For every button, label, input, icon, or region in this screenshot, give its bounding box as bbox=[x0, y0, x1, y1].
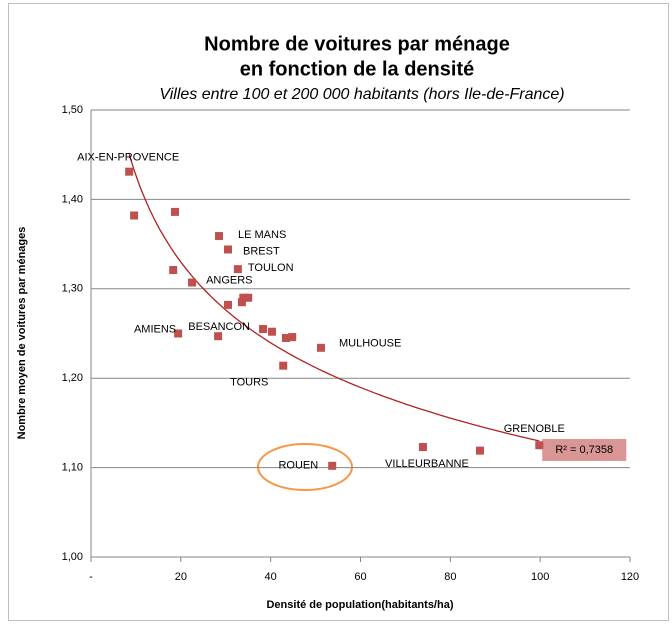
point bbox=[233, 265, 242, 274]
point bbox=[239, 293, 248, 302]
point-label: AIX-EN-PROVENCE bbox=[77, 152, 179, 164]
point bbox=[174, 329, 183, 338]
chart-border bbox=[8, 3, 669, 621]
point-label: MULHOUSE bbox=[339, 338, 401, 350]
point bbox=[535, 441, 544, 450]
point-label: AMIENS bbox=[134, 323, 176, 335]
point-label: TOURS bbox=[230, 377, 268, 389]
point bbox=[237, 298, 246, 307]
y-tick-label: 1,10 bbox=[62, 462, 83, 474]
point-label: ROUEN bbox=[278, 460, 318, 472]
point bbox=[223, 245, 232, 254]
x-tick-label: 80 bbox=[444, 571, 456, 583]
x-tick-label: 40 bbox=[265, 571, 277, 583]
highlight-ellipse bbox=[257, 443, 353, 491]
x-axis-title: Densité de population(habitants/ha) bbox=[266, 599, 453, 611]
y-tick-label: 1,30 bbox=[62, 283, 83, 295]
point-label: BREST bbox=[243, 245, 280, 257]
point bbox=[268, 327, 277, 336]
point bbox=[475, 446, 484, 455]
point bbox=[418, 443, 427, 452]
y-tick-label: 1,20 bbox=[62, 372, 83, 384]
point bbox=[223, 300, 232, 309]
x-tick-label: 20 bbox=[175, 571, 187, 583]
point-label: BESANCON bbox=[188, 321, 250, 333]
point bbox=[188, 278, 197, 287]
point bbox=[279, 361, 288, 370]
point bbox=[244, 293, 253, 302]
point bbox=[214, 332, 223, 341]
r-squared-label: R² = 0,7358 bbox=[555, 444, 613, 456]
chart-subtitle: Villes entre 100 et 200 000 habitants (h… bbox=[159, 86, 564, 103]
point-label: ANGERS bbox=[206, 274, 252, 286]
point bbox=[259, 325, 268, 334]
x-tick-label: 60 bbox=[354, 571, 366, 583]
point-label: GRENOBLE bbox=[504, 423, 565, 435]
point bbox=[170, 207, 179, 216]
point bbox=[328, 461, 337, 470]
point bbox=[130, 211, 139, 220]
y-tick-label: 1,00 bbox=[62, 551, 83, 563]
x-tick-label: - bbox=[89, 571, 93, 583]
chart-title: Nombre de voitures par ménage bbox=[204, 33, 510, 55]
r-squared-box bbox=[542, 438, 627, 461]
y-axis-title: Nombre moyen de voitures par ménages bbox=[16, 227, 28, 440]
y-tick-label: 1,50 bbox=[62, 104, 83, 116]
point bbox=[281, 333, 290, 342]
x-tick-label: 120 bbox=[621, 571, 639, 583]
point bbox=[215, 232, 224, 241]
point-label: VILLEURBANNE bbox=[385, 458, 469, 470]
point-label: TOULON bbox=[248, 262, 294, 274]
point bbox=[288, 333, 297, 342]
trend-line bbox=[128, 154, 540, 442]
chart-title: en fonction de la densité bbox=[240, 58, 474, 80]
point bbox=[125, 167, 134, 176]
y-tick-label: 1,40 bbox=[62, 193, 83, 205]
point bbox=[316, 343, 325, 352]
point-label: LE MANS bbox=[238, 229, 286, 241]
point bbox=[169, 266, 178, 275]
x-tick-label: 100 bbox=[531, 571, 549, 583]
